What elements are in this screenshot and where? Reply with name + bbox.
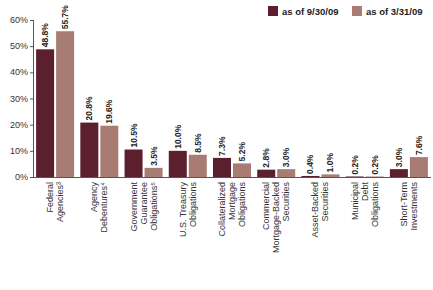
data-label: 0.4% <box>305 154 315 174</box>
label-line: Municipal <box>350 182 360 220</box>
data-label: 7.3% <box>217 136 227 156</box>
data-label: 1.0% <box>325 153 335 173</box>
label-line: Short-Term <box>399 182 409 227</box>
x-axis <box>33 177 431 178</box>
x-tick-label: MunicipalDebtObligations <box>350 182 380 228</box>
label-line: Securities <box>281 182 291 222</box>
legend-label: as of 9/30/09 <box>282 6 339 17</box>
x-tick-label: Short-TermInvestments <box>399 182 419 231</box>
bar <box>410 157 428 177</box>
x-tick-label: Asset-BackedSecurities <box>310 182 330 238</box>
bar <box>366 176 384 177</box>
y-tick-label: 60% <box>10 15 28 25</box>
label-line: Investments <box>409 182 419 231</box>
chart: 0% 10% 20% 30% 40% 50% 60% 48.8% 55.7% 20.8% 19.6%… <box>0 0 433 290</box>
data-label: 48.8% <box>40 23 50 48</box>
x-tick-label: AgencyDebentures⁴ <box>89 182 109 233</box>
label-line: Obligations⁵ <box>149 182 159 231</box>
bar <box>321 174 339 177</box>
label-line: Asset-Backed <box>310 182 320 238</box>
legend-swatch <box>268 6 278 16</box>
y-tick-label: 30% <box>10 94 28 104</box>
data-label: 19.6% <box>104 99 114 124</box>
label-line: Obligations <box>370 182 380 228</box>
label-line: Obligations <box>188 182 198 228</box>
y-tick-label: 0% <box>15 172 28 182</box>
y-tick <box>30 125 34 126</box>
label-line: Government <box>129 182 139 232</box>
legend-swatch <box>352 6 362 16</box>
bar <box>125 150 143 177</box>
label-line: Debt <box>360 182 370 202</box>
data-label: 3.0% <box>394 147 404 167</box>
bar <box>277 169 295 177</box>
data-labels: 48.8% 55.7% 20.8% 19.6% 10.5% 3.5% 10.0% 8.5% 7.… <box>40 5 424 175</box>
x-tick-label: CollateralizedMortgageObligations <box>217 182 247 237</box>
y-tick-label: 50% <box>10 41 28 51</box>
data-label: 2.8% <box>261 148 271 168</box>
bars <box>36 31 428 177</box>
label-line: Federal <box>45 182 55 213</box>
y-tick <box>30 177 34 178</box>
bar <box>189 155 207 177</box>
label-line: Mortgage-Backed <box>271 182 281 253</box>
label-line: Commercial <box>261 182 271 230</box>
y-tick-label: 20% <box>10 120 28 130</box>
bar <box>36 49 54 177</box>
data-label: 10.0% <box>173 124 183 149</box>
y-tick-label: 10% <box>10 146 28 156</box>
y-tick <box>30 151 34 152</box>
label-line: Agencies³ <box>55 182 65 222</box>
data-label: 5.2% <box>237 142 247 162</box>
bar <box>56 31 74 177</box>
label-line: Securities <box>320 182 330 222</box>
x-tick-label: CommercialMortgage-BackedSecurities <box>261 182 291 254</box>
y-tick <box>30 46 34 47</box>
data-label: 20.8% <box>84 96 94 121</box>
bar <box>257 170 275 177</box>
y-tick <box>30 20 34 21</box>
label-line: Obligations <box>237 182 247 228</box>
data-label: 0.2% <box>370 155 380 175</box>
data-label: 7.6% <box>414 135 424 155</box>
legend-label: as of 3/31/09 <box>366 6 423 17</box>
y-tick <box>30 99 34 100</box>
data-label: 0.2% <box>350 155 360 175</box>
label-line: Agency <box>89 182 99 213</box>
x-tick-label: U.S. TreasuryObligations <box>178 182 198 238</box>
bar <box>301 176 319 177</box>
bar <box>390 169 408 177</box>
data-label: 3.0% <box>281 147 291 167</box>
label-line: Debentures⁴ <box>99 182 109 233</box>
label-line: Collateralized <box>217 182 227 237</box>
data-label: 8.5% <box>193 133 203 153</box>
data-label: 10.5% <box>129 123 139 148</box>
label-line: Mortgage <box>227 182 237 220</box>
x-tick-label: FederalAgencies³ <box>45 182 65 222</box>
y-tick-label: 40% <box>10 67 28 77</box>
bar <box>145 168 163 177</box>
bar <box>233 163 251 177</box>
bar <box>100 126 118 177</box>
data-label: 55.7% <box>60 5 70 30</box>
bar <box>169 151 187 177</box>
label-line: Guarantee <box>139 182 149 225</box>
bar <box>346 176 364 177</box>
x-tick-label: GovernmentGuaranteeObligations⁵ <box>129 182 159 232</box>
bar <box>80 123 98 177</box>
data-label: 3.5% <box>149 146 159 166</box>
y-tick <box>30 72 34 73</box>
bar <box>213 158 231 177</box>
label-line: U.S. Treasury <box>178 182 188 238</box>
